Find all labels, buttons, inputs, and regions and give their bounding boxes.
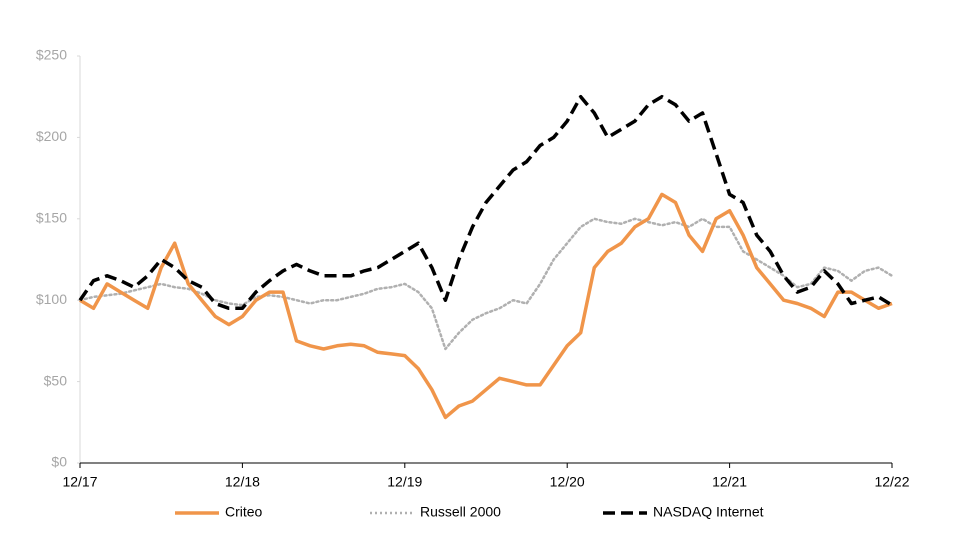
legend-label: NASDAQ Internet xyxy=(653,504,764,520)
x-tick-label: 12/19 xyxy=(387,474,422,490)
x-tick-label: 12/22 xyxy=(874,474,909,490)
x-tick-label: 12/18 xyxy=(225,474,260,490)
legend-label: Russell 2000 xyxy=(420,504,501,520)
y-tick-label: $250 xyxy=(36,47,67,63)
y-tick-label: $50 xyxy=(44,372,68,388)
x-tick-label: 12/20 xyxy=(550,474,585,490)
y-tick-label: $150 xyxy=(36,210,67,226)
y-tick-label: $100 xyxy=(36,291,67,307)
x-tick-label: 12/17 xyxy=(62,474,97,490)
y-tick-label: $200 xyxy=(36,128,67,144)
line-solid xyxy=(79,192,893,420)
line-dashed xyxy=(78,94,893,311)
x-tick-label: 12/21 xyxy=(712,474,747,490)
line-dotted xyxy=(78,217,894,351)
y-tick-label: $0 xyxy=(51,454,67,470)
legend-label: Criteo xyxy=(225,504,263,520)
